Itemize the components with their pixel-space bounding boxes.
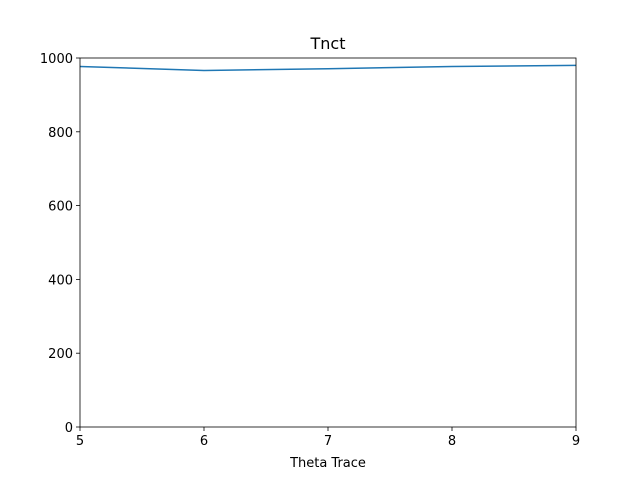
y-tick-label: 0 [65,421,73,436]
x-tick-label: 6 [200,434,208,449]
y-tick-label: 600 [48,200,73,215]
x-tick-label: 7 [324,434,332,449]
y-tick-label: 1000 [40,52,73,67]
chart-title: Tnct [310,34,346,53]
x-tick-label: 5 [76,434,84,449]
x-tick-label: 9 [572,434,580,449]
series-line-0 [79,64,577,72]
x-axis-label: Theta Trace [289,456,366,471]
x-tick-label: 8 [448,434,456,449]
axes-frame [79,57,577,428]
y-tick-label: 400 [48,273,73,288]
y-tick-label: 800 [48,126,73,141]
plot-area: 5 6 7 8 9 0 200 400 600 800 1000 [40,52,580,449]
y-tick-label: 200 [48,347,73,362]
